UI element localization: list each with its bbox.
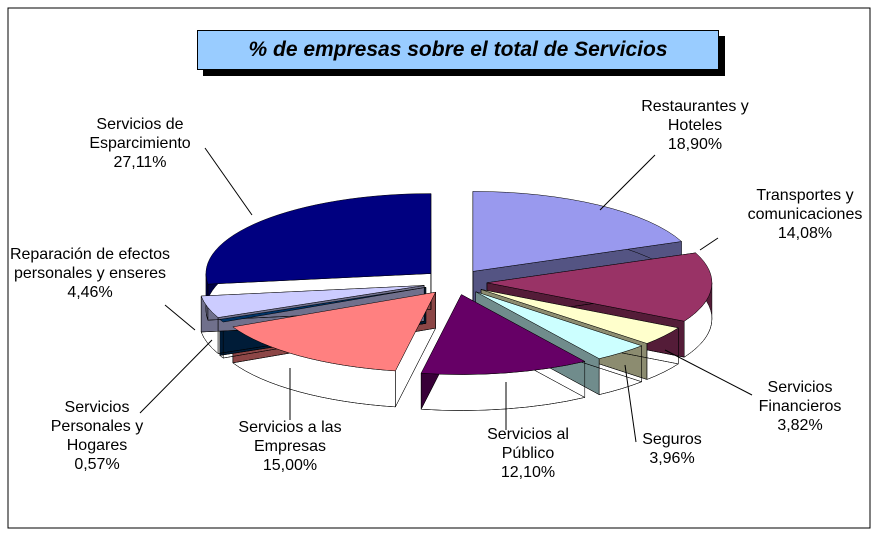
value-label: 14,08% — [777, 225, 833, 242]
slice — [420, 294, 586, 375]
slice — [480, 289, 679, 344]
chart-title: % de empresas sobre el total de Servicio… — [197, 30, 719, 70]
slice-side — [475, 291, 643, 396]
category-label: Restaurantes y Hoteles — [641, 98, 749, 134]
leader-line — [599, 154, 656, 211]
slice — [472, 191, 683, 272]
slice — [219, 287, 426, 323]
slice-label: Servicios de Esparcimiento 27,11% — [65, 115, 215, 172]
slice-label: Restaurantes y Hoteles 18,90% — [620, 97, 770, 154]
slice-label: Servicios Personales y Hogares 0,57% — [32, 398, 162, 474]
value-label: 3,96% — [649, 450, 695, 467]
category-label: Servicios de Esparcimiento — [89, 116, 191, 152]
leader-line — [164, 304, 196, 331]
slice-label: Servicios Financieros 3,82% — [740, 378, 860, 435]
leader-line — [624, 364, 637, 443]
slice-label: Seguros 3,96% — [627, 430, 717, 468]
leader-line — [664, 349, 753, 396]
value-label: 27,11% — [113, 154, 167, 171]
leader-line — [139, 339, 213, 414]
slice — [200, 285, 425, 318]
leader-line — [699, 237, 719, 251]
category-label: Reparación de efectos personales y enser… — [9, 246, 171, 282]
value-label: 12,10% — [500, 464, 556, 481]
slice — [486, 252, 713, 322]
category-label: Servicios Personales y Hogares — [50, 399, 144, 454]
chart-frame — [7, 7, 871, 529]
category-label: Servicios a las Empresas — [238, 419, 342, 455]
slice-label: Servicios al Público 12,10% — [473, 425, 583, 482]
category-label: Seguros — [642, 431, 702, 448]
slice-label: Reparación de efectos personales y enser… — [5, 245, 175, 302]
category-label: Transportes y comunicaciones — [747, 187, 863, 223]
category-label: Servicios al Público — [487, 426, 569, 462]
leader-line — [204, 147, 253, 216]
value-label: 4,46% — [67, 284, 113, 301]
slice — [475, 291, 643, 359]
value-label: 0,57% — [74, 456, 120, 473]
value-label: 18,90% — [667, 136, 723, 153]
category-label: Servicios Financieros — [758, 379, 842, 415]
slice-label: Servicios a las Empresas 15,00% — [215, 418, 365, 475]
value-label: 3,82% — [777, 417, 823, 434]
slice-label: Transportes y comunicaciones 14,08% — [730, 186, 878, 243]
slice — [205, 193, 432, 285]
value-label: 15,00% — [262, 457, 318, 474]
slice — [232, 291, 437, 372]
